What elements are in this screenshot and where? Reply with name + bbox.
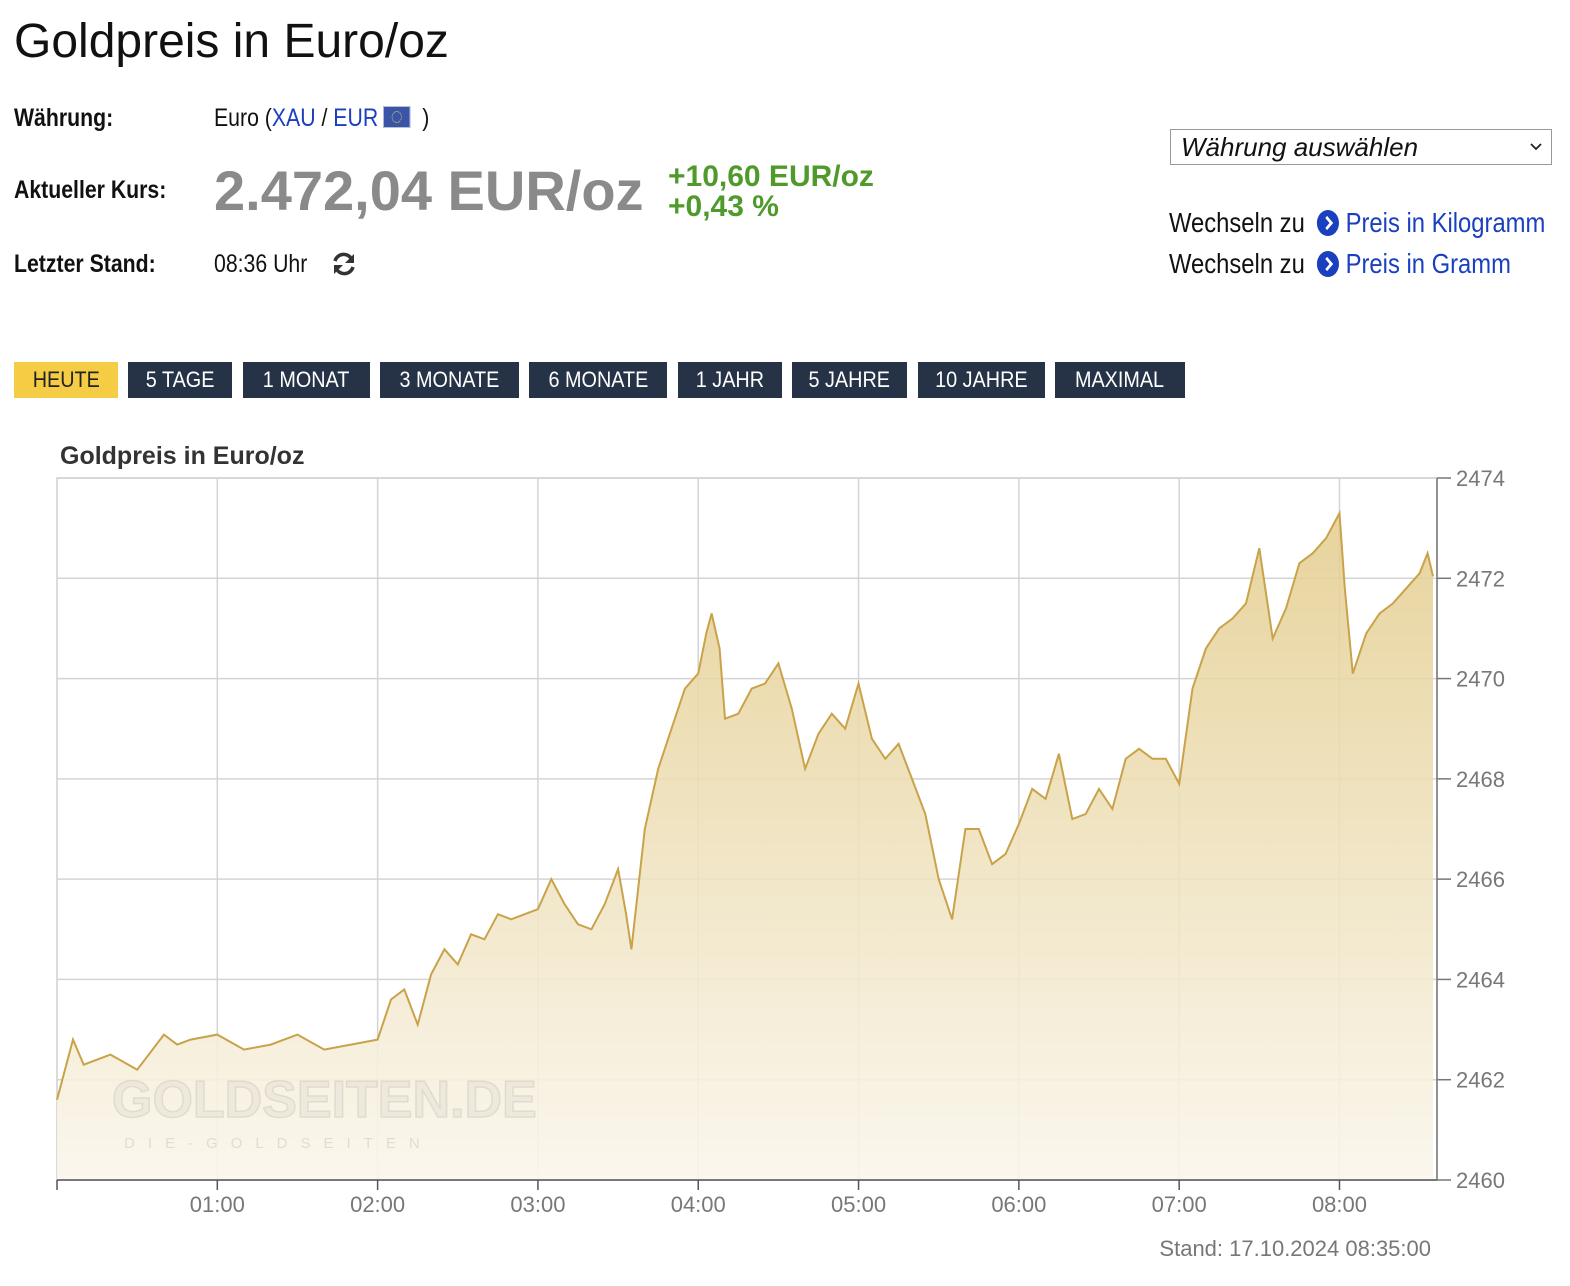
watermark: GOLDSEITEN.DE DIE-GOLDSEITEN	[111, 1070, 537, 1152]
link-price-kilogram[interactable]: Preis in Kilogramm	[1345, 207, 1546, 238]
paren-close: )	[422, 104, 430, 132]
y-tick-label: 2470	[1456, 667, 1505, 692]
x-tick-label: 02:00	[350, 1192, 405, 1217]
switch-row-gram: Wechseln zu Preis in Gramm	[1169, 248, 1511, 280]
watermark-text: GOLDSEITEN.DE	[112, 1071, 537, 1129]
page-title: Goldpreis in Euro/oz	[14, 15, 449, 68]
currency-select[interactable]: Währung auswählen	[1170, 129, 1552, 165]
gold-price-chart: Goldpreis in Euro/oz GOLDSEITEN.DE DIE-G…	[56, 442, 1505, 1261]
last-update-time: 08:36 Uhr	[214, 250, 308, 278]
eu-flag-icon	[383, 106, 411, 128]
eur-link[interactable]: EUR	[333, 104, 379, 132]
change-absolute: +10,60 EUR/oz	[668, 160, 874, 193]
slash: /	[321, 104, 328, 132]
xau-link[interactable]: XAU	[271, 104, 316, 132]
y-tick-label: 2466	[1456, 867, 1505, 892]
y-tick-label: 2472	[1456, 566, 1505, 591]
chart-axes: 2460 2462 2464 2466 2468 2470 2472 2474 01:00 02:…	[56, 466, 1505, 1217]
chart-footer: Stand: 17.10.2024 08:35:00	[1159, 1236, 1431, 1261]
y-tick-label: 2460	[1456, 1168, 1505, 1193]
price-label: Aktueller Kurs:	[14, 176, 167, 204]
y-tick-label: 2474	[1456, 466, 1505, 491]
price-line	[56, 509, 1434, 1101]
tab-5-tage[interactable]: 5 TAGE	[128, 362, 232, 398]
change-percent: +0,43 %	[668, 190, 779, 223]
watermark-subtext: DIE-GOLDSEITEN	[124, 1135, 433, 1152]
x-tick-label: 03:00	[510, 1192, 565, 1217]
tab-1-jahr[interactable]: 1 JAHR	[678, 362, 782, 398]
switch-prefix: Wechseln zu	[1169, 207, 1305, 238]
x-tick-label: 01:00	[190, 1192, 245, 1217]
x-tick-label: 04:00	[671, 1192, 726, 1217]
tab-10-jahre[interactable]: 10 JAHRE	[918, 362, 1045, 398]
chevron-right-circle-icon	[1316, 210, 1339, 236]
currency-name: Euro	[214, 104, 259, 132]
y-tick-label: 2468	[1456, 767, 1505, 792]
last-update-label: Letzter Stand:	[14, 250, 156, 278]
x-tick-label: 06:00	[991, 1192, 1046, 1217]
tab-3-monate[interactable]: 3 MONATE	[380, 362, 519, 398]
link-price-gram[interactable]: Preis in Gramm	[1345, 248, 1511, 279]
current-price: 2.472,04 EUR/oz	[214, 159, 644, 222]
tab-1-monat[interactable]: 1 MONAT	[243, 362, 370, 398]
x-tick-label: 08:00	[1312, 1192, 1367, 1217]
y-tick-label: 2464	[1456, 967, 1505, 992]
chart-title: Goldpreis in Euro/oz	[60, 442, 304, 470]
tab-heute[interactable]: HEUTE	[14, 362, 118, 398]
paren-open: (	[264, 104, 272, 132]
switch-row-kilogram: Wechseln zu Preis in Kilogramm	[1169, 207, 1545, 239]
tab-maximal[interactable]: MAXIMAL	[1055, 362, 1185, 398]
currency-value: Euro (XAU / EUR )	[214, 104, 429, 133]
currency-select-value: Währung auswählen	[1181, 132, 1419, 162]
refresh-icon[interactable]	[330, 250, 358, 278]
currency-label: Währung:	[14, 104, 114, 132]
tab-5-jahre[interactable]: 5 JAHRE	[792, 362, 907, 398]
tab-6-monate[interactable]: 6 MONATE	[529, 362, 667, 398]
x-tick-label: 05:00	[831, 1192, 886, 1217]
chevron-down-icon	[1530, 143, 1542, 151]
y-tick-label: 2462	[1456, 1068, 1505, 1093]
switch-prefix: Wechseln zu	[1169, 248, 1305, 279]
chevron-right-circle-icon	[1316, 251, 1339, 277]
x-tick-label: 07:00	[1152, 1192, 1207, 1217]
price-area-fill	[57, 513, 1433, 1180]
